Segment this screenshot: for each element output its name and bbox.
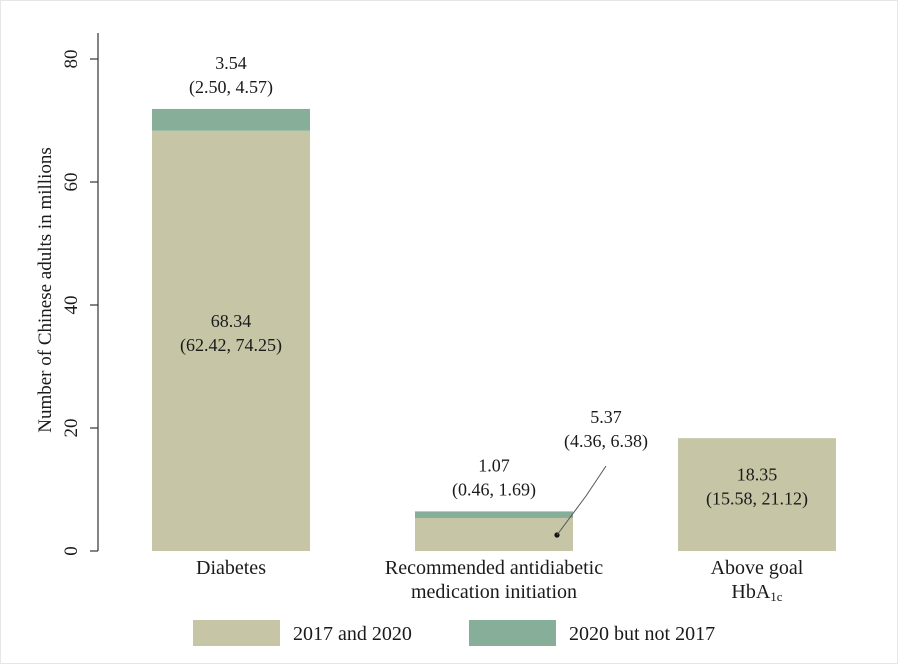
y-axis-title: Number of Chinese adults in millions [35, 147, 56, 433]
data-label-bar0-s0-ci: (62.42, 74.25) [180, 335, 282, 356]
data-label-bar1-s0-value: 5.37 [590, 407, 622, 427]
category-label-2-line1: Above goal [711, 557, 804, 579]
bar-segment-both-years-1 [415, 517, 573, 551]
legend-item-2017-and-2020: 2017 and 2020 [193, 620, 412, 646]
bar-segment-new-2020-0 [152, 108, 310, 131]
data-labels: 68.34 (62.42, 74.25) 3.54 (2.50, 4.57) 1.07 (… [180, 53, 808, 538]
y-tick-label: 40 [61, 296, 82, 315]
data-label-bar0-s0-value: 68.34 [211, 311, 252, 331]
category-label-1-line1: Recommended antidiabetic [385, 557, 603, 579]
legend-label: 2020 but not 2017 [569, 623, 715, 645]
data-label-bar0-s1-value: 3.54 [215, 53, 247, 73]
data-label-bar1-s1-ci: (0.46, 1.69) [452, 479, 536, 500]
category-label-1-line2: medication initiation [411, 581, 577, 603]
y-tick-label: 60 [61, 173, 82, 192]
category-label-0-line1: Diabetes [196, 557, 266, 579]
y-tick-label: 80 [61, 50, 82, 69]
data-label-bar1-s0-ci: (4.36, 6.38) [564, 431, 648, 452]
data-label-bar2-s0-ci: (15.58, 21.12) [706, 489, 808, 510]
bar-segment-both-years-2 [678, 438, 836, 551]
category-label-2-line3: HbA1c [731, 581, 782, 604]
data-label-bar0-s1-ci: (2.50, 4.57) [189, 77, 273, 98]
legend-item-2020-not-2017: 2020 but not 2017 [469, 620, 715, 646]
bars-layer [152, 108, 836, 552]
legend-label: 2017 and 2020 [293, 623, 412, 645]
bar-segment-new-2020-1 [415, 511, 573, 518]
data-label-bar1-s1-value: 1.07 [478, 455, 510, 475]
legend: 2017 and 2020 2020 but not 2017 [193, 620, 715, 646]
legend-swatch [469, 620, 556, 646]
data-label-bar2-s0-value: 18.35 [737, 465, 778, 485]
callout-leader-line [556, 465, 607, 536]
category-labels: Diabetes Recommended antidiabeticmedicati… [196, 557, 804, 604]
y-axis: 0 20 40 60 80 [61, 33, 99, 556]
y-tick-label: 20 [61, 419, 82, 438]
legend-swatch [193, 620, 280, 646]
y-tick-label: 0 [61, 546, 82, 556]
bar-segment-both-years-0 [152, 130, 310, 552]
